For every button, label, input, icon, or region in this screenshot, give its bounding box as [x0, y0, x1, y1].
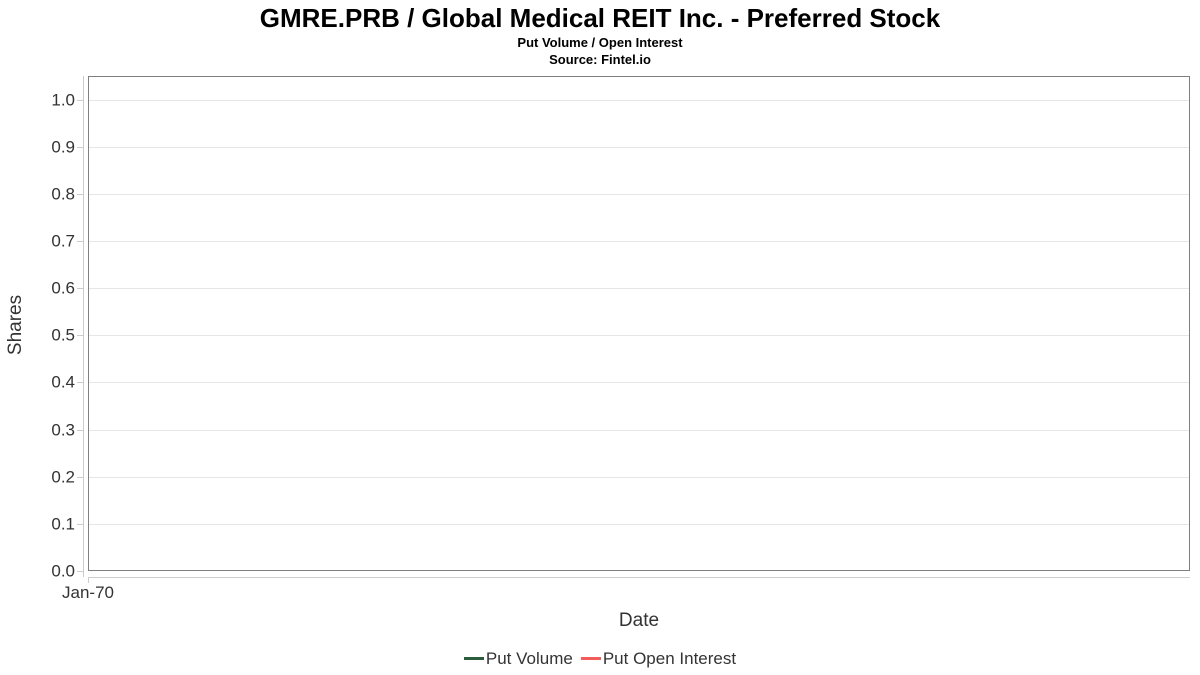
y-axis-tick	[77, 430, 83, 431]
chart-subtitle: Put Volume / Open Interest	[517, 35, 683, 50]
y-gridline	[89, 288, 1189, 289]
legend-item-put-volume[interactable]: Put Volume	[463, 648, 573, 669]
x-axis-tick-label: Jan-70	[62, 583, 114, 602]
y-axis-tick	[77, 335, 83, 336]
y-axis-tick	[77, 241, 83, 242]
plot-area	[88, 76, 1190, 571]
y-axis-tick-label: 0.6	[51, 278, 75, 298]
y-axis-tick	[77, 147, 83, 148]
y-axis-tick-label: 0.8	[51, 184, 75, 204]
y-axis-tick-label: 0.1	[51, 514, 75, 534]
y-axis-title: Shares	[5, 294, 26, 356]
legend-label: Put Volume	[485, 648, 573, 668]
y-axis-tick	[77, 524, 83, 525]
y-axis-tick-label: 1.0	[51, 90, 75, 110]
y-gridline	[89, 382, 1189, 383]
y-axis-tick-label: 0.0	[51, 561, 75, 581]
y-axis-tick-label: 0.2	[51, 467, 75, 487]
y-axis-tick-label: 0.4	[51, 372, 75, 392]
y-gridline	[89, 241, 1189, 242]
y-axis-tick	[77, 571, 83, 572]
y-axis-tick	[77, 477, 83, 478]
legend-line-marker	[580, 657, 601, 661]
x-axis-title: Date	[618, 610, 660, 631]
y-gridline	[89, 477, 1189, 478]
chart-source: Source: Fintel.io	[549, 52, 651, 67]
y-axis-tick-label: 0.5	[51, 325, 75, 345]
x-axis-line	[88, 577, 1190, 578]
y-axis-tick-label: 0.7	[51, 231, 75, 251]
y-gridline	[89, 430, 1189, 431]
y-axis-line	[83, 76, 84, 577]
legend-line-marker	[463, 657, 484, 661]
legend: Put Volume Put Open Interest	[0, 646, 1200, 672]
chart-title: GMRE.PRB / Global Medical REIT Inc. - Pr…	[259, 3, 941, 33]
legend-item-put-open-interest[interactable]: Put Open Interest	[580, 648, 737, 669]
y-gridline	[89, 194, 1189, 195]
x-axis-tick	[88, 577, 89, 583]
y-axis-tick	[77, 382, 83, 383]
y-axis-tick-label: 0.3	[51, 420, 75, 440]
y-axis-tick	[77, 288, 83, 289]
y-axis-tick-label: 0.9	[51, 137, 75, 157]
y-axis-tick	[77, 100, 83, 101]
legend-label: Put Open Interest	[602, 648, 737, 668]
y-gridline	[89, 524, 1189, 525]
y-gridline	[89, 100, 1189, 101]
y-gridline	[89, 335, 1189, 336]
y-gridline	[89, 147, 1189, 148]
y-axis-tick	[77, 194, 83, 195]
